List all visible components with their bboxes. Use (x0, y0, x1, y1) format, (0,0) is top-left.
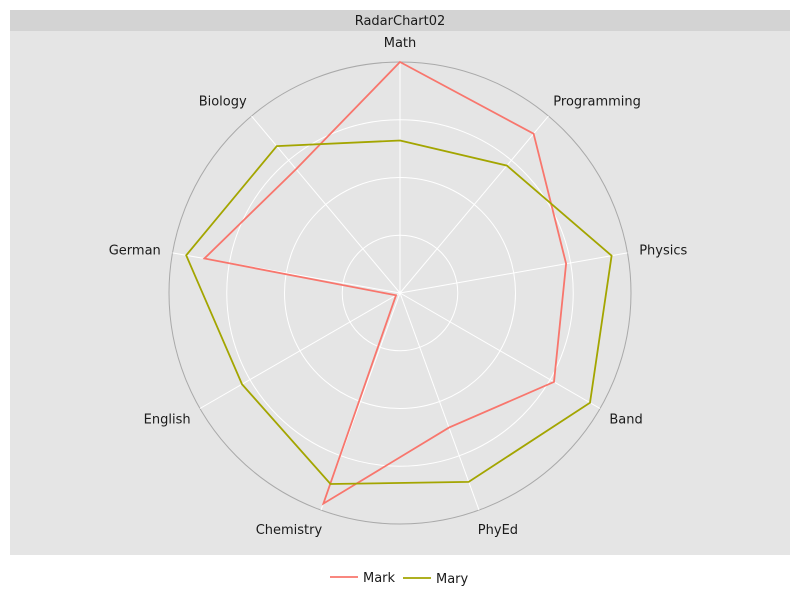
legend: Mark Mary (330, 571, 469, 587)
spoke-programming (399, 115, 549, 294)
spoke-phyed (399, 292, 480, 511)
category-label-band: Band (609, 413, 642, 428)
category-label-english: English (144, 413, 191, 428)
spoke-band (399, 292, 601, 409)
spoke-english (199, 292, 401, 409)
category-label-math: Math (384, 36, 417, 51)
category-label-german: German (109, 243, 161, 258)
category-label-programming: Programming (553, 95, 641, 110)
legend-label-mary: Mary (436, 572, 469, 587)
category-label-physics: Physics (639, 243, 687, 258)
category-label-chemistry: Chemistry (256, 523, 323, 538)
series-line-mary (185, 139, 613, 485)
series-line-mark (202, 60, 568, 506)
legend-label-mark: Mark (363, 571, 396, 586)
category-label-biology: Biology (199, 95, 247, 110)
chart-title: RadarChart02 (355, 14, 446, 29)
spoke-physics (399, 252, 628, 294)
title-strip (10, 10, 790, 31)
series-layer (185, 60, 613, 506)
category-label-phyed: PhyEd (478, 523, 518, 538)
label-layer: Math Programming Physics Band PhyEd Chemistry… (109, 36, 688, 538)
